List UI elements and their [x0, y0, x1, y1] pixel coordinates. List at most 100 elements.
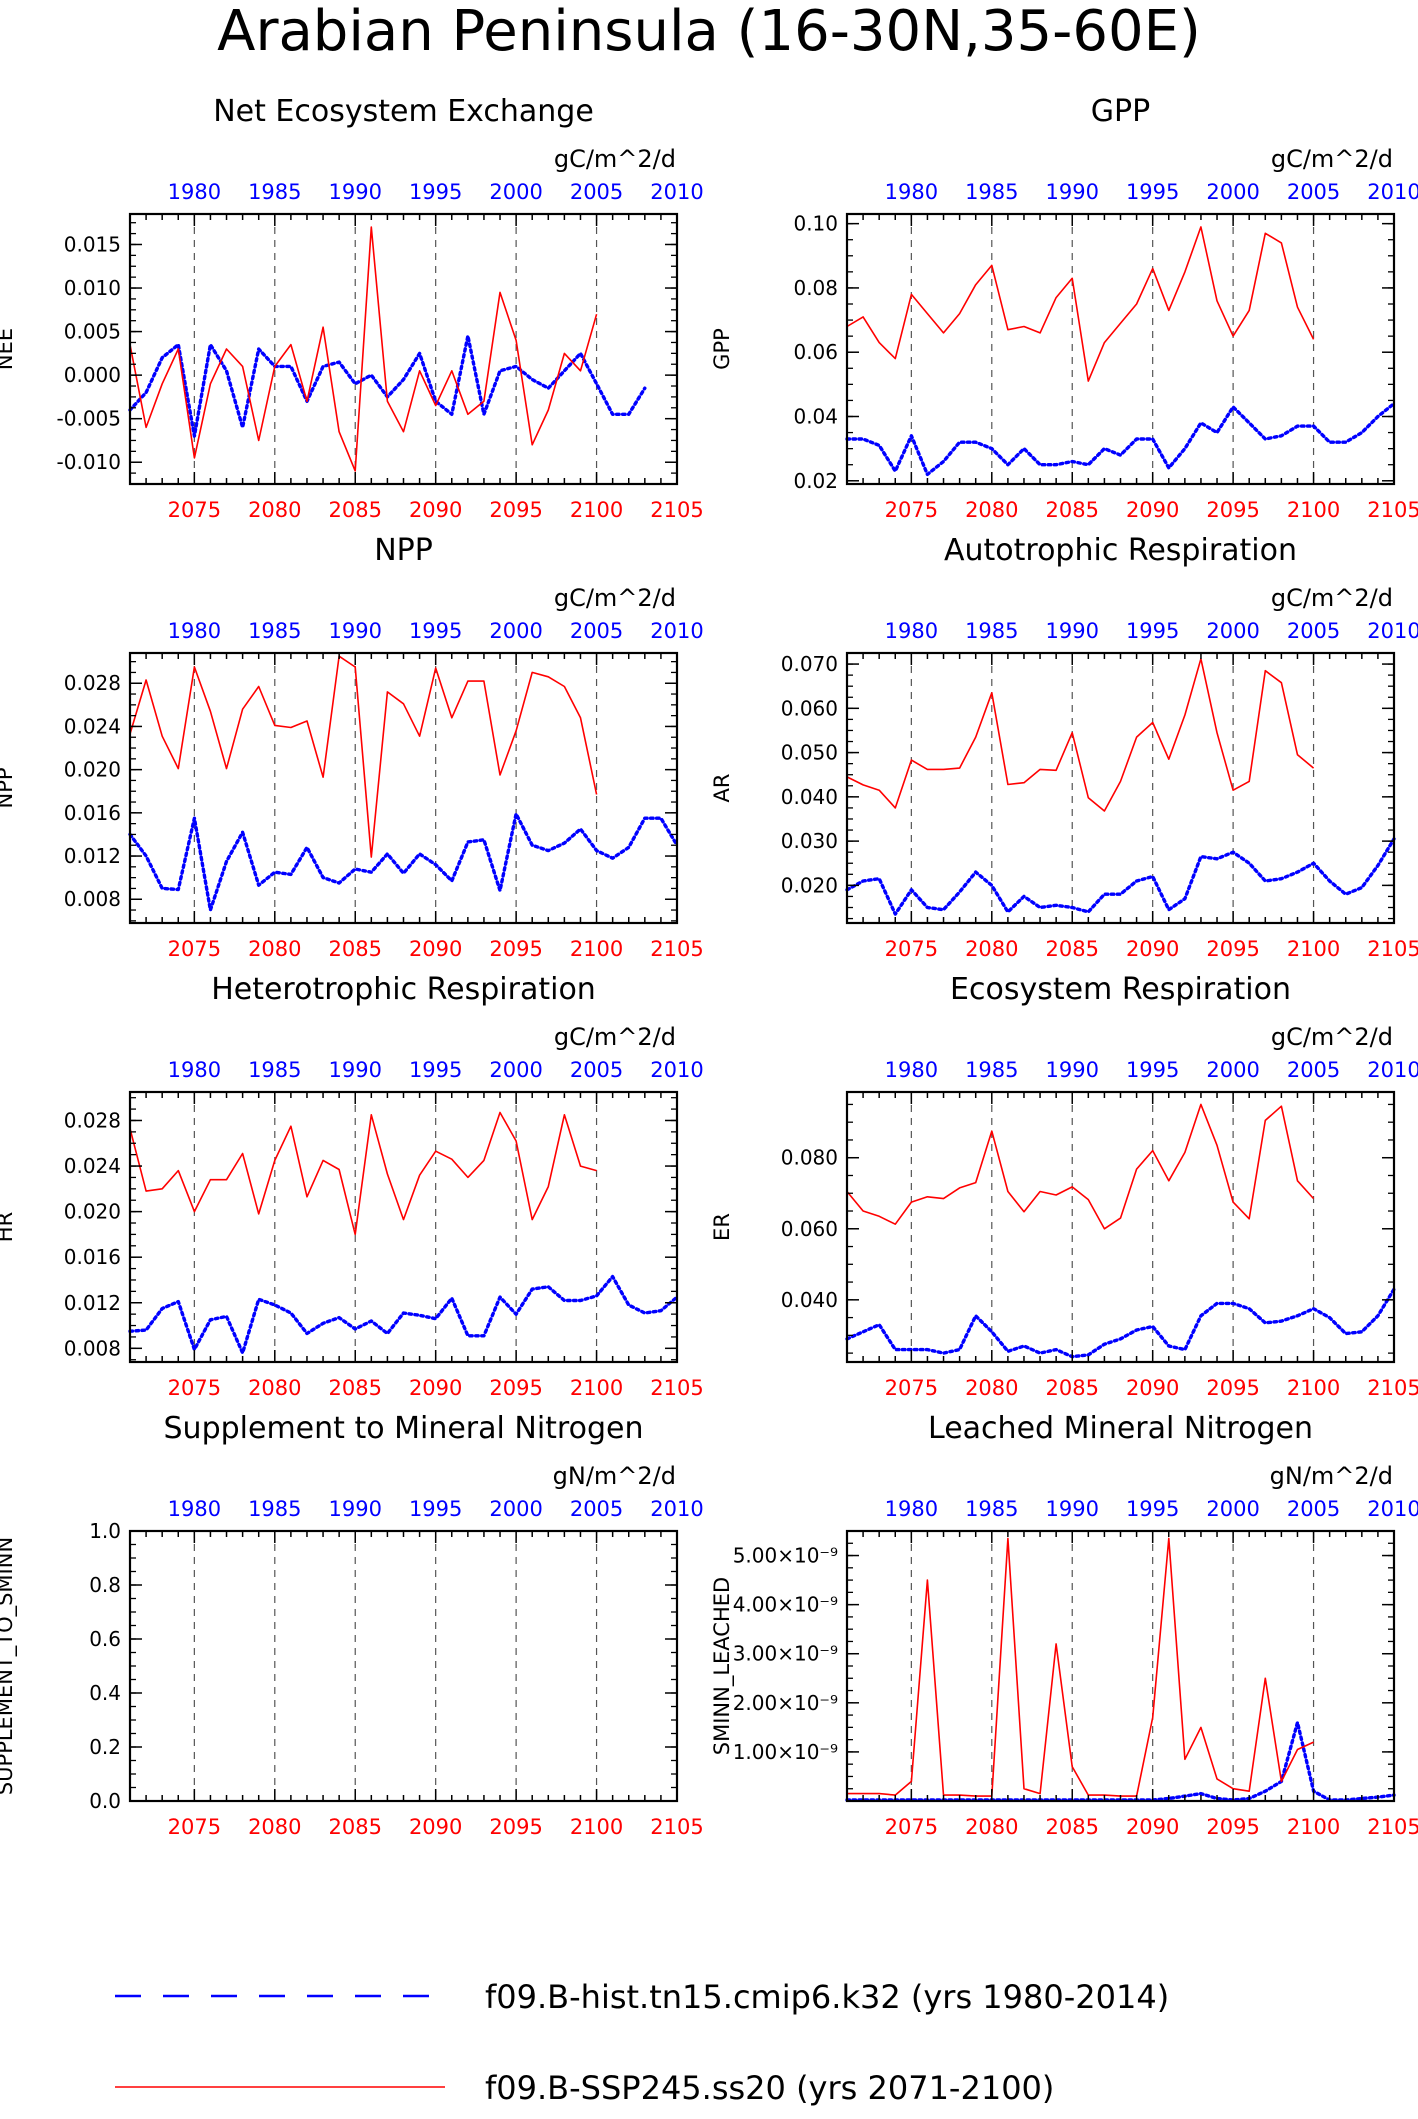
y-tick-label: -0.005 — [57, 407, 121, 431]
x-tick-label-bottom: 2090 — [1126, 1376, 1179, 1400]
x-tick-label-top: 1985 — [248, 1058, 301, 1082]
y-tick-label: 0.02 — [793, 469, 838, 493]
x-tick-label-top: 1985 — [965, 619, 1018, 643]
x-tick-label-top: 2005 — [1287, 180, 1340, 204]
x-tick-label-top: 1980 — [885, 180, 938, 204]
x-tick-label-bottom: 2080 — [965, 498, 1018, 522]
plot-frame — [845, 212, 1396, 486]
series-line-hist — [128, 812, 679, 912]
units-label: gN/m^2/d — [1270, 1462, 1393, 1490]
y-tick-label: 0.016 — [64, 801, 121, 825]
y-tick-label: 0.024 — [64, 714, 121, 738]
x-tick-label-bottom: 2100 — [570, 937, 623, 961]
x-tick-label-bottom: 2100 — [570, 1376, 623, 1400]
x-tick-label-bottom: 2080 — [965, 1376, 1018, 1400]
series-line-hist — [845, 1287, 1396, 1359]
x-tick-label-bottom: 2075 — [885, 1815, 938, 1839]
x-tick-label-top: 1985 — [965, 180, 1018, 204]
x-tick-label-bottom: 2105 — [1367, 498, 1418, 522]
x-tick-label-bottom: 2095 — [1206, 1376, 1259, 1400]
x-tick-label-bottom: 2100 — [570, 1815, 623, 1839]
x-tick-label-top: 2000 — [489, 1058, 542, 1082]
x-tick-label-bottom: 2075 — [885, 1376, 938, 1400]
series-line-future — [129, 1111, 597, 1236]
x-tick-label-bottom: 2095 — [1206, 1815, 1259, 1839]
panel-leached-mineral-nitrogen: Leached Mineral Nitrogen gN/m^2/d 2075 2080… — [710, 1411, 1418, 1839]
y-tick-label: 0.000 — [64, 363, 121, 387]
plot-frame — [128, 1090, 679, 1364]
x-tick-label-top: 1990 — [1046, 1497, 1099, 1521]
series-line-future — [846, 1103, 1315, 1230]
series-line-hist — [845, 401, 1396, 477]
plot-frame — [128, 1529, 679, 1803]
y-tick-label: 0.005 — [64, 320, 121, 344]
y-tick-label: 0.0 — [89, 1789, 121, 1813]
y-tick-label: 1.0 — [89, 1519, 121, 1543]
y-tick-label: 0.024 — [64, 1154, 121, 1178]
y-tick-label: 5.00×10⁻⁹ — [733, 1544, 838, 1568]
y-tick-label: 4.00×10⁻⁹ — [733, 1593, 838, 1617]
y-tick-label: 0.020 — [781, 873, 838, 897]
y-axis-label: SMINN_LEACHED — [710, 1577, 735, 1755]
x-tick-label-bottom: 2105 — [1367, 1815, 1418, 1839]
x-tick-label-bottom: 2100 — [1287, 937, 1340, 961]
y-tick-label: 0.050 — [781, 741, 838, 765]
x-tick-label-bottom: 2105 — [1367, 1376, 1418, 1400]
y-tick-label: 0.010 — [64, 276, 121, 300]
x-tick-label-top: 1995 — [1126, 1058, 1179, 1082]
y-axis-label: AR — [710, 774, 734, 803]
y-tick-label: 0.070 — [781, 652, 838, 676]
x-tick-label-bottom: 2090 — [409, 937, 462, 961]
x-tick-label-bottom: 2085 — [1046, 937, 1099, 961]
legend-label-hist: f09.B-hist.tn15.cmip6.k32 (yrs 1980-2014… — [485, 1978, 1169, 2016]
series-line-hist — [845, 1720, 1396, 1802]
x-tick-label-bottom: 2085 — [329, 1815, 382, 1839]
x-tick-label-top: 2010 — [650, 1497, 703, 1521]
x-tick-label-top: 2010 — [1367, 619, 1418, 643]
y-tick-label: -0.010 — [57, 450, 121, 474]
y-tick-label: 0.8 — [89, 1573, 121, 1597]
y-tick-label: 0.080 — [781, 1146, 838, 1170]
x-tick-label-top: 2005 — [570, 1497, 623, 1521]
x-tick-label-bottom: 2105 — [1367, 937, 1418, 961]
x-tick-label-top: 1985 — [965, 1058, 1018, 1082]
x-tick-label-bottom: 2085 — [1046, 498, 1099, 522]
panel-ecosystem-respiration: Ecosystem Respiration gC/m^2/d 2075 2080 208… — [710, 972, 1418, 1400]
x-tick-label-top: 1985 — [248, 619, 301, 643]
x-tick-label-top: 2010 — [650, 1058, 703, 1082]
x-tick-label-top: 2000 — [1206, 619, 1259, 643]
x-tick-label-top: 1990 — [1046, 1058, 1099, 1082]
y-tick-label: 0.028 — [64, 1108, 121, 1132]
x-tick-label-bottom: 2105 — [650, 1376, 703, 1400]
x-tick-label-bottom: 2105 — [650, 937, 703, 961]
units-label: gN/m^2/d — [553, 1462, 676, 1490]
x-tick-label-top: 2005 — [1287, 1497, 1340, 1521]
y-tick-label: 0.4 — [89, 1681, 121, 1705]
x-tick-label-top: 2010 — [650, 180, 703, 204]
x-tick-label-bottom: 2090 — [1126, 937, 1179, 961]
y-tick-label: 0.016 — [64, 1245, 121, 1269]
figure-title: Arabian Peninsula (16-30N,35-60E) — [217, 0, 1201, 64]
x-tick-label-top: 1995 — [1126, 619, 1179, 643]
y-tick-label: 3.00×10⁻⁹ — [733, 1642, 838, 1666]
x-tick-label-top: 1990 — [329, 180, 382, 204]
y-tick-label: 0.04 — [793, 405, 838, 429]
panel-supplement-to-mineral-nitrogen: Supplement to Mineral Nitrogen gN/m^2/d 20… — [0, 1411, 704, 1839]
panel-title: Supplement to Mineral Nitrogen — [164, 1411, 644, 1446]
series-line-future — [846, 657, 1315, 812]
y-tick-label: 0.08 — [793, 276, 838, 300]
x-tick-label-top: 1995 — [409, 1497, 462, 1521]
panel-title: Ecosystem Respiration — [950, 972, 1291, 1007]
y-tick-label: 0.020 — [64, 758, 121, 782]
panel-title: Heterotrophic Respiration — [211, 972, 596, 1007]
x-tick-label-top: 1990 — [329, 1497, 382, 1521]
panel-gpp: GPP gC/m^2/d 2075 2080 2085 2090 2095 2100 2105 1… — [710, 94, 1418, 522]
x-tick-label-bottom: 2085 — [329, 937, 382, 961]
y-tick-label: 2.00×10⁻⁹ — [733, 1691, 838, 1715]
x-tick-label-bottom: 2095 — [489, 1815, 542, 1839]
x-tick-label-bottom: 2080 — [248, 1376, 301, 1400]
x-tick-label-top: 2000 — [489, 1497, 542, 1521]
units-label: gC/m^2/d — [1271, 145, 1393, 173]
x-tick-label-top: 2000 — [489, 180, 542, 204]
